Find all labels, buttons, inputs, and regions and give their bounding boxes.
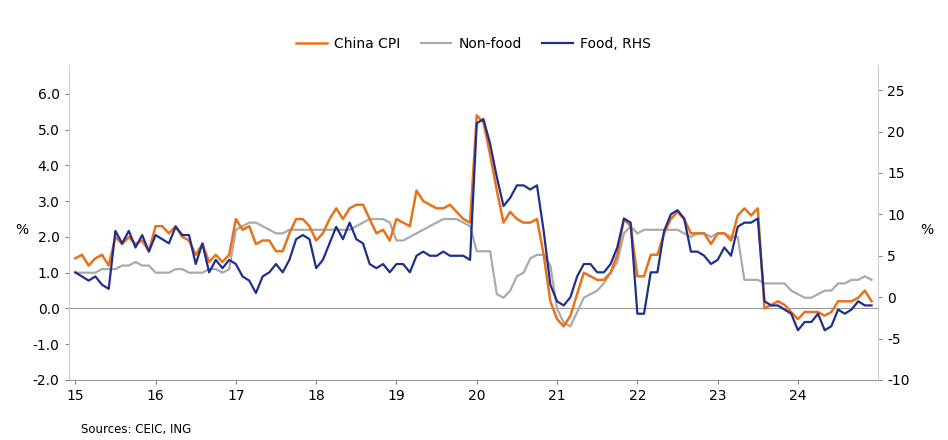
Food, RHS (625, 220, 636, 225)
China CPI (631, 274, 643, 279)
Line: China CPI: China CPI (75, 115, 871, 326)
China CPI (283, 231, 295, 236)
Non-food (518, 270, 529, 275)
Non-food (283, 227, 295, 232)
Food, RHS (705, 261, 717, 267)
China CPI (558, 324, 570, 329)
China CPI (471, 113, 483, 118)
Line: Food, RHS: Food, RHS (75, 119, 871, 330)
Food, RHS (478, 117, 489, 122)
Text: Sources: CEIC, ING: Sources: CEIC, ING (81, 422, 191, 436)
Food, RHS (283, 257, 295, 263)
Food, RHS (518, 183, 529, 188)
Food, RHS (237, 274, 248, 279)
China CPI (69, 256, 81, 261)
Food, RHS (852, 299, 864, 304)
Non-food (237, 224, 248, 229)
China CPI (237, 227, 248, 232)
Line: Non-food: Non-food (75, 219, 871, 326)
Non-food (712, 231, 723, 236)
Food, RHS (866, 303, 877, 308)
Y-axis label: %: % (920, 223, 933, 237)
Non-food (69, 270, 81, 275)
Y-axis label: %: % (15, 223, 28, 237)
Non-food (565, 324, 576, 329)
Non-food (852, 277, 864, 282)
Food, RHS (793, 328, 804, 333)
China CPI (518, 220, 529, 225)
China CPI (852, 295, 864, 301)
Non-food (364, 216, 375, 222)
Non-food (866, 277, 877, 282)
China CPI (866, 299, 877, 304)
China CPI (712, 231, 723, 236)
Food, RHS (69, 270, 81, 275)
Legend: China CPI, Non-food, Food, RHS: China CPI, Non-food, Food, RHS (290, 31, 656, 56)
Non-food (631, 231, 643, 236)
